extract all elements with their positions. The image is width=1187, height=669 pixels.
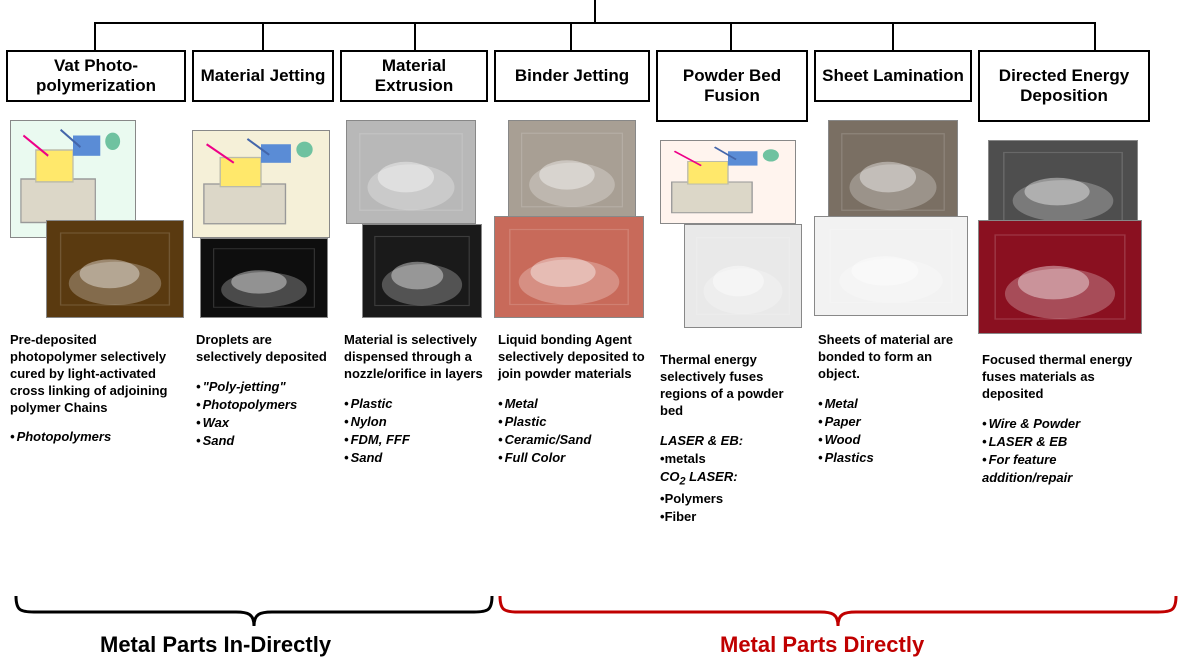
group-label-direct: Metal Parts Directly: [720, 632, 924, 658]
image-me-1: [362, 224, 482, 318]
column-ded: Directed Energy Deposition Focused therm…: [978, 50, 1150, 526]
bullets-me: PlasticNylonFDM, FFFSand: [340, 395, 488, 468]
image-area-vat: [6, 120, 186, 320]
header-ded: Directed Energy Deposition: [978, 50, 1150, 122]
connector-me: [414, 22, 416, 50]
column-bj: Binder Jetting Liquid bonding Agent sele…: [494, 50, 650, 526]
column-mj: Material Jetting Droplets are selectivel…: [192, 50, 334, 526]
desc-me: Material is selectively dispensed throug…: [340, 332, 488, 383]
desc-ded: Focused thermal energy fuses materials a…: [978, 352, 1150, 403]
group-label-indirect: Metal Parts In-Directly: [100, 632, 331, 658]
bullet-me-0: Plastic: [344, 395, 484, 413]
bullet-sl-1: Paper: [818, 413, 968, 431]
header-sl: Sheet Lamination: [814, 50, 972, 102]
image-vat-1: [46, 220, 184, 318]
image-area-me: [340, 120, 488, 320]
desc-sl: Sheets of material are bonded to form an…: [814, 332, 972, 383]
bullet-mj-1: Photopolymers: [196, 396, 330, 414]
bullet-ded-1: LASER & EB: [982, 433, 1146, 451]
brace-direct: [498, 596, 1178, 630]
connector-mj: [262, 22, 264, 50]
header-me: Material Extrusion: [340, 50, 488, 102]
image-area-bj: [494, 120, 650, 320]
bullet-ded-0: Wire & Powder: [982, 415, 1146, 433]
desc-bj: Liquid bonding Agent selectively deposit…: [494, 332, 650, 383]
columns-container: Vat Photo-polymerization Pre-deposited p…: [6, 50, 1150, 526]
image-area-sl: [814, 120, 972, 320]
column-vat: Vat Photo-polymerization Pre-deposited p…: [6, 50, 186, 526]
bullet-ded-2: For feature addition/repair: [982, 451, 1146, 487]
image-mj-1: [200, 238, 328, 318]
bullet-mj-2: Wax: [196, 414, 330, 432]
image-sl-0: [828, 120, 958, 224]
column-pbf: Powder Bed Fusion Thermal energy selecti…: [656, 50, 808, 526]
image-area-pbf: [656, 140, 808, 340]
bullets-mj: "Poly-jetting"PhotopolymersWaxSand: [192, 378, 334, 451]
header-bj: Binder Jetting: [494, 50, 650, 102]
desc-mj: Droplets are selectively deposited: [192, 332, 334, 366]
top-horizontal-line: [94, 22, 1094, 24]
connector-pbf: [730, 22, 732, 50]
root-connector: [594, 0, 596, 22]
header-pbf: Powder Bed Fusion: [656, 50, 808, 122]
desc-vat: Pre-deposited photopolymer selectively c…: [6, 332, 186, 416]
header-vat: Vat Photo-polymerization: [6, 50, 186, 102]
bullets-vat: Photopolymers: [6, 428, 186, 446]
bullets-pbf: LASER & EB:•metalsCO2 LASER:•Polymers•Fi…: [656, 432, 808, 527]
bullet-me-1: Nylon: [344, 413, 484, 431]
image-bj-0: [508, 120, 636, 220]
image-area-ded: [978, 140, 1150, 340]
bullet-sl-0: Metal: [818, 395, 968, 413]
bullet-mj-3: Sand: [196, 432, 330, 450]
connector-ded: [1094, 22, 1096, 50]
bullet-bj-3: Full Color: [498, 449, 646, 467]
image-pbf-0: [660, 140, 796, 224]
bullet-bj-1: Plastic: [498, 413, 646, 431]
image-me-0: [346, 120, 476, 224]
image-sl-1: [814, 216, 968, 316]
image-pbf-1: [684, 224, 802, 328]
bullets-sl: MetalPaperWoodPlastics: [814, 395, 972, 468]
image-mj-0: [192, 130, 330, 238]
brace-indirect: [14, 596, 494, 630]
bullet-me-2: FDM, FFF: [344, 431, 484, 449]
bullet-vat-0: Photopolymers: [10, 428, 182, 446]
connector-sl: [892, 22, 894, 50]
image-ded-1: [978, 220, 1142, 334]
bullet-bj-0: Metal: [498, 395, 646, 413]
connector-vat: [94, 22, 96, 50]
bullets-ded: Wire & PowderLASER & EBFor feature addit…: [978, 415, 1150, 488]
connector-bj: [570, 22, 572, 50]
bullet-mj-0: "Poly-jetting": [196, 378, 330, 396]
image-area-mj: [192, 120, 334, 320]
image-bj-1: [494, 216, 644, 318]
bullet-me-3: Sand: [344, 449, 484, 467]
bullet-sl-2: Wood: [818, 431, 968, 449]
bullets-bj: MetalPlasticCeramic/SandFull Color: [494, 395, 650, 468]
column-me: Material Extrusion Material is selective…: [340, 50, 488, 526]
header-mj: Material Jetting: [192, 50, 334, 102]
column-sl: Sheet Lamination Sheets of material are …: [814, 50, 972, 526]
bullet-bj-2: Ceramic/Sand: [498, 431, 646, 449]
bullet-sl-3: Plastics: [818, 449, 968, 467]
desc-pbf: Thermal energy selectively fuses regions…: [656, 352, 808, 420]
